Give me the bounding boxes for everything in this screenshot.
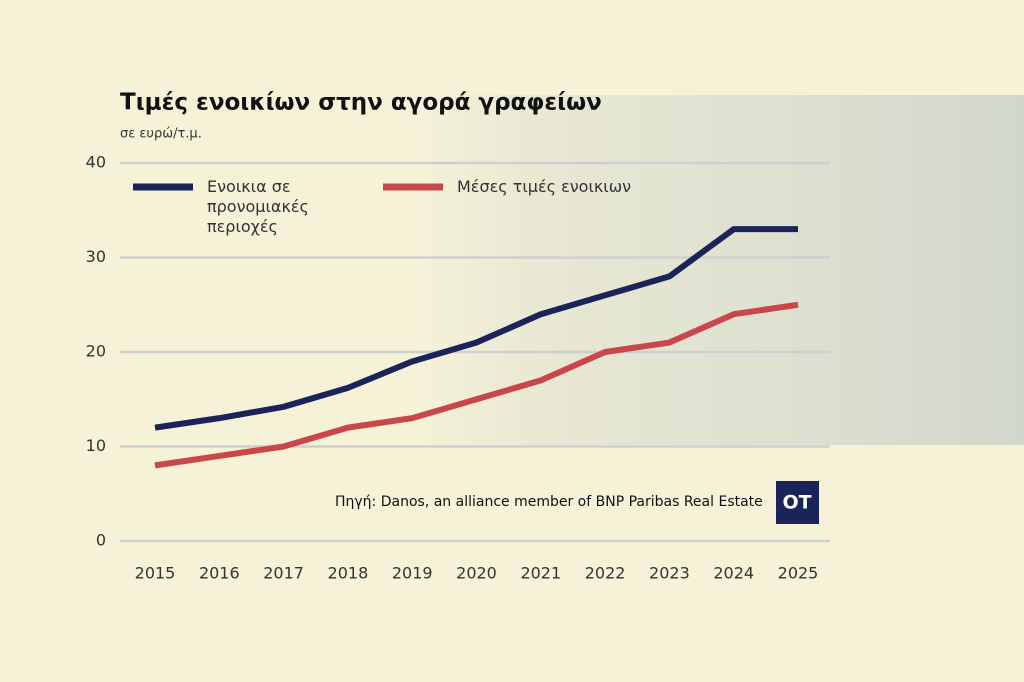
x-tick-label: 2015 <box>135 564 176 583</box>
y-tick-label: 0 <box>96 531 106 550</box>
y-tick-label: 40 <box>86 153 106 172</box>
x-tick-label: 2022 <box>585 564 626 583</box>
background-photo <box>420 95 1024 445</box>
x-tick-label: 2021 <box>520 564 561 583</box>
logo: OT <box>782 492 811 514</box>
chart-subtitle: σε ευρώ/τ.μ. <box>120 127 202 142</box>
x-tick-label: 2020 <box>456 564 497 583</box>
source: Πηγή: Danos, an alliance member of BNP P… <box>335 494 763 510</box>
x-tick-label: 2024 <box>713 564 754 583</box>
x-tick-label: 2023 <box>649 564 690 583</box>
logo-box <box>776 481 819 524</box>
series-line <box>154 301 799 469</box>
x-tick-label: 2018 <box>328 564 369 583</box>
x-tick-label: 2019 <box>392 564 433 583</box>
y-tick-label: 20 <box>86 342 106 361</box>
y-tick-label: 10 <box>86 436 106 455</box>
legend-label: Μέσες τιμές ενοικιων <box>457 177 632 196</box>
legend-label: Ενοικια σε προνομιακές περιοχές <box>207 177 309 236</box>
chart-title: Τιμές ενοικίων στην αγορά γραφείων <box>120 90 602 116</box>
x-tick-label: 2017 <box>263 564 304 583</box>
x-tick-label: 2025 <box>778 564 819 583</box>
series-line <box>154 226 798 431</box>
y-tick-label: 30 <box>86 247 106 266</box>
x-tick-label: 2016 <box>199 564 240 583</box>
